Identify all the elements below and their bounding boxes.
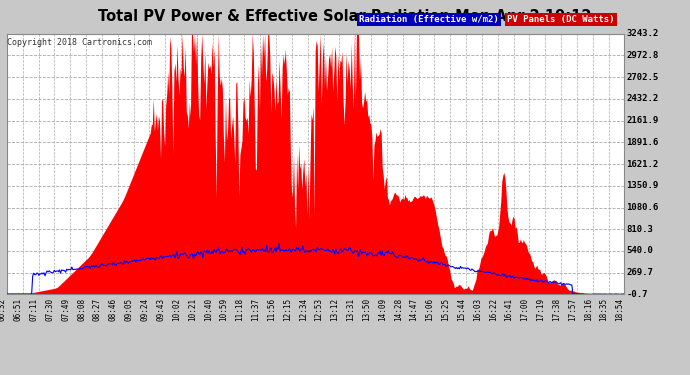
Text: 18:16: 18:16 [584,298,593,321]
Text: 15:44: 15:44 [457,298,466,321]
Text: 08:46: 08:46 [109,298,118,321]
Text: 810.3: 810.3 [627,225,653,234]
Text: 06:32: 06:32 [0,298,7,321]
Text: 08:27: 08:27 [93,298,102,321]
Text: 15:25: 15:25 [442,298,451,321]
Text: 11:37: 11:37 [251,298,260,321]
Text: 2972.8: 2972.8 [627,51,659,60]
Text: 18:35: 18:35 [600,298,609,321]
Text: 1350.9: 1350.9 [627,181,659,190]
Text: 2161.9: 2161.9 [627,116,659,125]
Text: 11:56: 11:56 [267,298,276,321]
Text: 17:19: 17:19 [536,298,545,321]
Text: 12:34: 12:34 [299,298,308,321]
Text: 17:38: 17:38 [552,298,561,321]
Text: 06:51: 06:51 [14,298,23,321]
Text: 1080.6: 1080.6 [627,203,659,212]
Text: 08:08: 08:08 [77,298,86,321]
Text: 10:40: 10:40 [204,298,213,321]
Text: 18:54: 18:54 [615,298,624,321]
Text: 12:53: 12:53 [315,298,324,321]
Text: Total PV Power & Effective Solar Radiation Mon Apr 2 19:12: Total PV Power & Effective Solar Radiati… [98,9,592,24]
Text: 14:28: 14:28 [394,298,403,321]
Text: 2432.2: 2432.2 [627,94,659,104]
Text: Radiation (Effective w/m2): Radiation (Effective w/m2) [359,15,499,24]
Text: 13:50: 13:50 [362,298,371,321]
Text: 10:59: 10:59 [219,298,228,321]
Text: 540.0: 540.0 [627,246,653,255]
Text: 10:21: 10:21 [188,298,197,321]
Text: 16:41: 16:41 [504,298,513,321]
Text: Copyright 2018 Cartronics.com: Copyright 2018 Cartronics.com [7,38,152,46]
Text: 3243.2: 3243.2 [627,29,659,38]
Text: 1621.2: 1621.2 [627,160,659,169]
Text: 17:57: 17:57 [568,298,577,321]
Text: 1891.6: 1891.6 [627,138,659,147]
Text: 10:02: 10:02 [172,298,181,321]
Text: 07:49: 07:49 [61,298,70,321]
Text: 13:12: 13:12 [331,298,339,321]
Text: 16:22: 16:22 [489,298,497,321]
Text: 16:03: 16:03 [473,298,482,321]
Text: 07:11: 07:11 [30,298,39,321]
Text: -0.7: -0.7 [627,290,648,299]
Text: 09:43: 09:43 [156,298,165,321]
Text: 15:06: 15:06 [426,298,435,321]
Text: 14:47: 14:47 [410,298,419,321]
Text: 269.7: 269.7 [627,268,653,277]
Text: 13:31: 13:31 [346,298,355,321]
Text: 2702.5: 2702.5 [627,73,659,82]
Text: 09:24: 09:24 [140,298,150,321]
Text: 12:15: 12:15 [283,298,292,321]
Text: 09:05: 09:05 [125,298,134,321]
Text: 11:18: 11:18 [235,298,244,321]
Text: 14:09: 14:09 [378,298,387,321]
Text: 07:30: 07:30 [46,298,55,321]
Text: PV Panels (DC Watts): PV Panels (DC Watts) [507,15,615,24]
Text: 17:00: 17:00 [520,298,529,321]
